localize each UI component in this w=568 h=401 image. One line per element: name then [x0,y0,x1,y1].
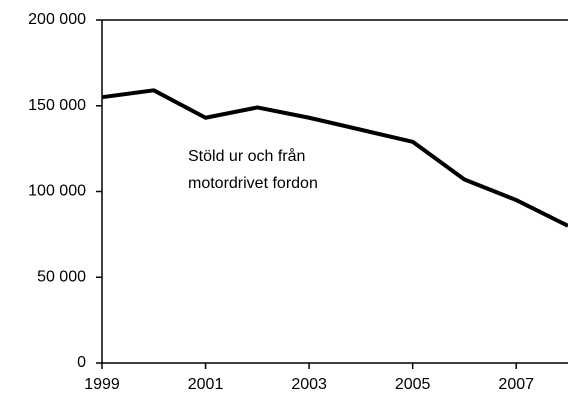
x-tick-label: 2001 [188,376,224,393]
line [101,88,568,228]
annotation: Stöld ur och från [188,147,305,165]
y-tick-label: 50 000 [37,268,86,285]
y-tick-label: 100 000 [28,183,86,200]
y-tick-label: 0 [77,354,86,371]
x-tick-label: 2005 [395,376,431,393]
y-tick-label: 200 000 [28,11,86,28]
x-tick-label: 1999 [84,376,120,393]
x-tick-label: 2007 [498,376,534,393]
y-tick-label: 150 000 [28,97,86,114]
annotation: motordrivet fordon [188,175,318,192]
x-tick-label: 2003 [291,376,327,393]
